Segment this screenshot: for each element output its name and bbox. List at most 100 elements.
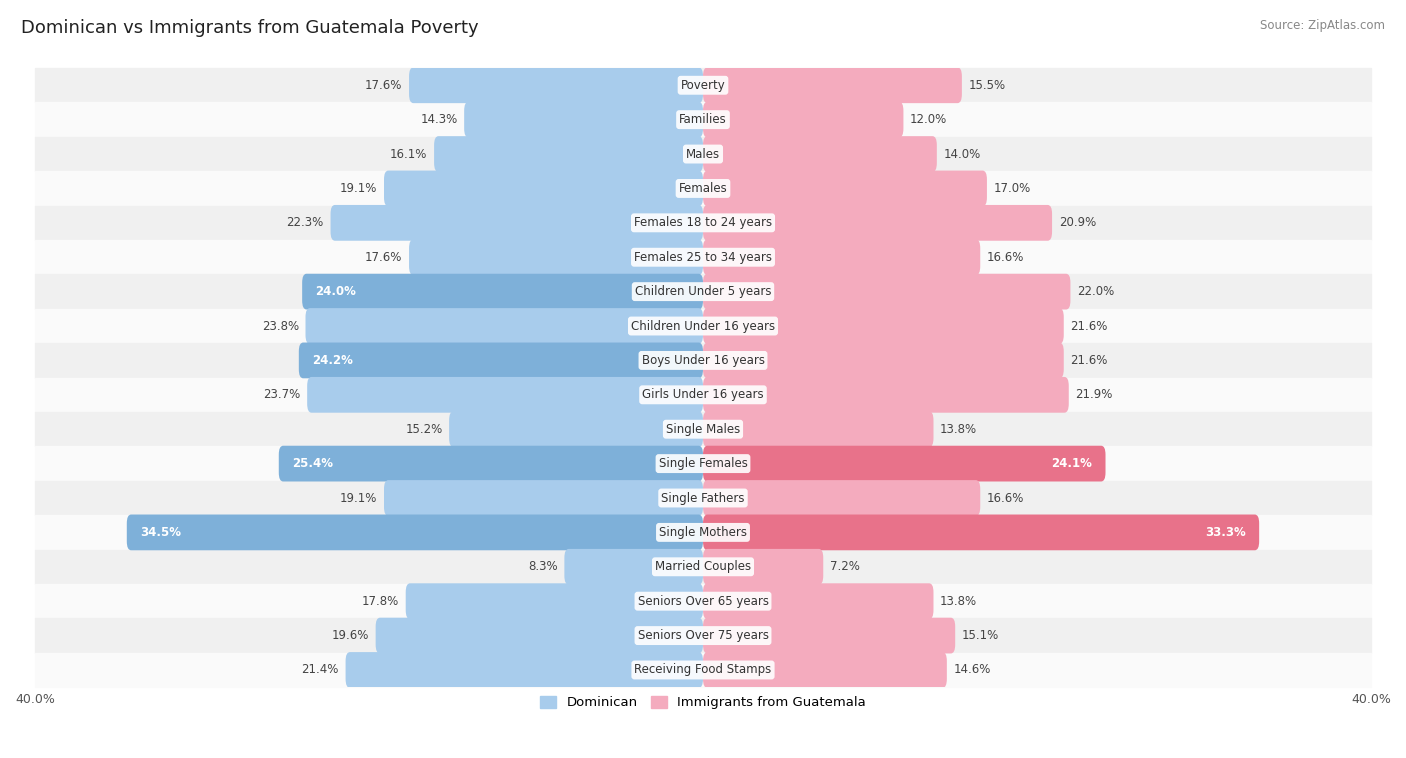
FancyBboxPatch shape <box>127 515 703 550</box>
FancyBboxPatch shape <box>384 480 703 516</box>
Text: 33.3%: 33.3% <box>1205 526 1246 539</box>
Bar <box>35 550 1371 584</box>
Text: Single Females: Single Females <box>658 457 748 470</box>
Text: 17.8%: 17.8% <box>361 595 399 608</box>
FancyBboxPatch shape <box>409 240 703 275</box>
Text: 15.2%: 15.2% <box>405 423 443 436</box>
Text: Single Fathers: Single Fathers <box>661 491 745 505</box>
FancyBboxPatch shape <box>564 549 703 584</box>
Text: 16.1%: 16.1% <box>389 148 427 161</box>
Text: 24.1%: 24.1% <box>1052 457 1092 470</box>
Text: Married Couples: Married Couples <box>655 560 751 573</box>
Text: Females: Females <box>679 182 727 195</box>
Bar <box>35 481 1371 515</box>
Text: 19.1%: 19.1% <box>340 182 377 195</box>
Text: Children Under 5 years: Children Under 5 years <box>634 285 772 298</box>
FancyBboxPatch shape <box>703 549 824 584</box>
FancyBboxPatch shape <box>409 67 703 103</box>
FancyBboxPatch shape <box>302 274 703 309</box>
FancyBboxPatch shape <box>434 136 703 172</box>
FancyBboxPatch shape <box>307 377 703 412</box>
FancyBboxPatch shape <box>703 343 1064 378</box>
FancyBboxPatch shape <box>406 584 703 619</box>
Text: 34.5%: 34.5% <box>141 526 181 539</box>
Bar <box>35 240 1371 274</box>
Bar <box>35 515 1371 550</box>
Text: 21.6%: 21.6% <box>1070 320 1108 333</box>
Text: 13.8%: 13.8% <box>941 595 977 608</box>
FancyBboxPatch shape <box>703 377 1069 412</box>
Bar <box>35 68 1371 102</box>
Bar <box>35 171 1371 205</box>
Text: 12.0%: 12.0% <box>910 113 948 126</box>
FancyBboxPatch shape <box>703 412 934 447</box>
Text: 23.7%: 23.7% <box>263 388 301 401</box>
Bar <box>35 584 1371 619</box>
FancyBboxPatch shape <box>299 343 703 378</box>
Bar <box>35 446 1371 481</box>
Text: Females 25 to 34 years: Females 25 to 34 years <box>634 251 772 264</box>
Text: 21.9%: 21.9% <box>1076 388 1112 401</box>
FancyBboxPatch shape <box>703 274 1070 309</box>
FancyBboxPatch shape <box>703 652 946 688</box>
FancyBboxPatch shape <box>346 652 703 688</box>
Text: 14.6%: 14.6% <box>953 663 991 676</box>
Text: 14.3%: 14.3% <box>420 113 457 126</box>
FancyBboxPatch shape <box>703 446 1105 481</box>
Text: 17.0%: 17.0% <box>994 182 1031 195</box>
Text: Males: Males <box>686 148 720 161</box>
FancyBboxPatch shape <box>703 136 936 172</box>
Text: 24.0%: 24.0% <box>315 285 356 298</box>
Bar <box>35 619 1371 653</box>
Text: 21.6%: 21.6% <box>1070 354 1108 367</box>
Text: Girls Under 16 years: Girls Under 16 years <box>643 388 763 401</box>
Text: 19.1%: 19.1% <box>340 491 377 505</box>
Text: 22.0%: 22.0% <box>1077 285 1115 298</box>
FancyBboxPatch shape <box>305 309 703 344</box>
Text: 15.1%: 15.1% <box>962 629 1000 642</box>
Bar <box>35 274 1371 309</box>
Text: 22.3%: 22.3% <box>287 216 323 230</box>
FancyBboxPatch shape <box>703 205 1052 241</box>
Text: Children Under 16 years: Children Under 16 years <box>631 320 775 333</box>
Text: 19.6%: 19.6% <box>332 629 368 642</box>
Text: Seniors Over 75 years: Seniors Over 75 years <box>637 629 769 642</box>
Bar <box>35 377 1371 412</box>
Text: Single Males: Single Males <box>666 423 740 436</box>
FancyBboxPatch shape <box>278 446 703 481</box>
Bar <box>35 102 1371 137</box>
Text: 17.6%: 17.6% <box>366 79 402 92</box>
Bar <box>35 309 1371 343</box>
Text: Boys Under 16 years: Boys Under 16 years <box>641 354 765 367</box>
FancyBboxPatch shape <box>703 240 980 275</box>
Text: Females 18 to 24 years: Females 18 to 24 years <box>634 216 772 230</box>
Legend: Dominican, Immigrants from Guatemala: Dominican, Immigrants from Guatemala <box>534 691 872 715</box>
FancyBboxPatch shape <box>703 584 934 619</box>
Text: Seniors Over 65 years: Seniors Over 65 years <box>637 595 769 608</box>
Bar <box>35 205 1371 240</box>
FancyBboxPatch shape <box>449 412 703 447</box>
FancyBboxPatch shape <box>464 102 703 137</box>
FancyBboxPatch shape <box>330 205 703 241</box>
Text: Dominican vs Immigrants from Guatemala Poverty: Dominican vs Immigrants from Guatemala P… <box>21 19 478 37</box>
FancyBboxPatch shape <box>703 171 987 206</box>
Text: 24.2%: 24.2% <box>312 354 353 367</box>
Text: 13.8%: 13.8% <box>941 423 977 436</box>
Text: Source: ZipAtlas.com: Source: ZipAtlas.com <box>1260 19 1385 32</box>
FancyBboxPatch shape <box>703 618 955 653</box>
Text: 21.4%: 21.4% <box>301 663 339 676</box>
Text: 14.0%: 14.0% <box>943 148 981 161</box>
FancyBboxPatch shape <box>703 67 962 103</box>
FancyBboxPatch shape <box>703 515 1260 550</box>
Text: 23.8%: 23.8% <box>262 320 299 333</box>
Text: 25.4%: 25.4% <box>292 457 333 470</box>
Bar <box>35 343 1371 377</box>
Text: 7.2%: 7.2% <box>830 560 860 573</box>
Text: Single Mothers: Single Mothers <box>659 526 747 539</box>
FancyBboxPatch shape <box>703 102 904 137</box>
Text: Poverty: Poverty <box>681 79 725 92</box>
FancyBboxPatch shape <box>703 480 980 516</box>
Bar <box>35 137 1371 171</box>
FancyBboxPatch shape <box>384 171 703 206</box>
Text: 20.9%: 20.9% <box>1059 216 1097 230</box>
